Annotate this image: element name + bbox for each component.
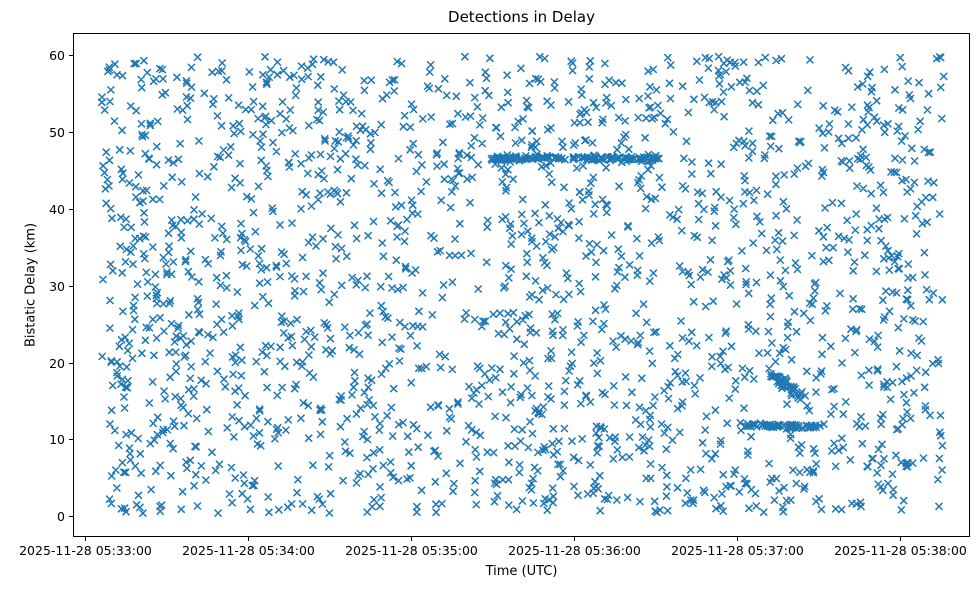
y-tick-label: 40 [49,202,65,217]
x-tick-label: 2025-11-28 05:35:00 [345,543,478,558]
x-tick-label: 2025-11-28 05:36:00 [508,543,641,558]
x-axis-label: Time (UTC) [485,564,558,579]
y-tick-label: 50 [49,125,65,140]
x-tick-label: 2025-11-28 05:37:00 [671,543,804,558]
y-tick-label: 30 [49,279,65,294]
y-axis-label: Bistatic Delay (km) [23,222,39,348]
y-tick-label: 20 [49,356,65,371]
y-tick-label: 0 [57,509,65,524]
x-tick-label: 2025-11-28 05:33:00 [19,543,152,558]
y-tick-label: 60 [49,48,65,63]
chart-title: Detections in Delay [448,8,595,26]
x-tick-label: 2025-11-28 05:38:00 [834,543,967,558]
x-tick-label: 2025-11-28 05:34:00 [182,543,315,558]
plot-border [73,33,970,537]
scatter-points [97,52,948,518]
y-tick-label: 10 [49,432,65,447]
